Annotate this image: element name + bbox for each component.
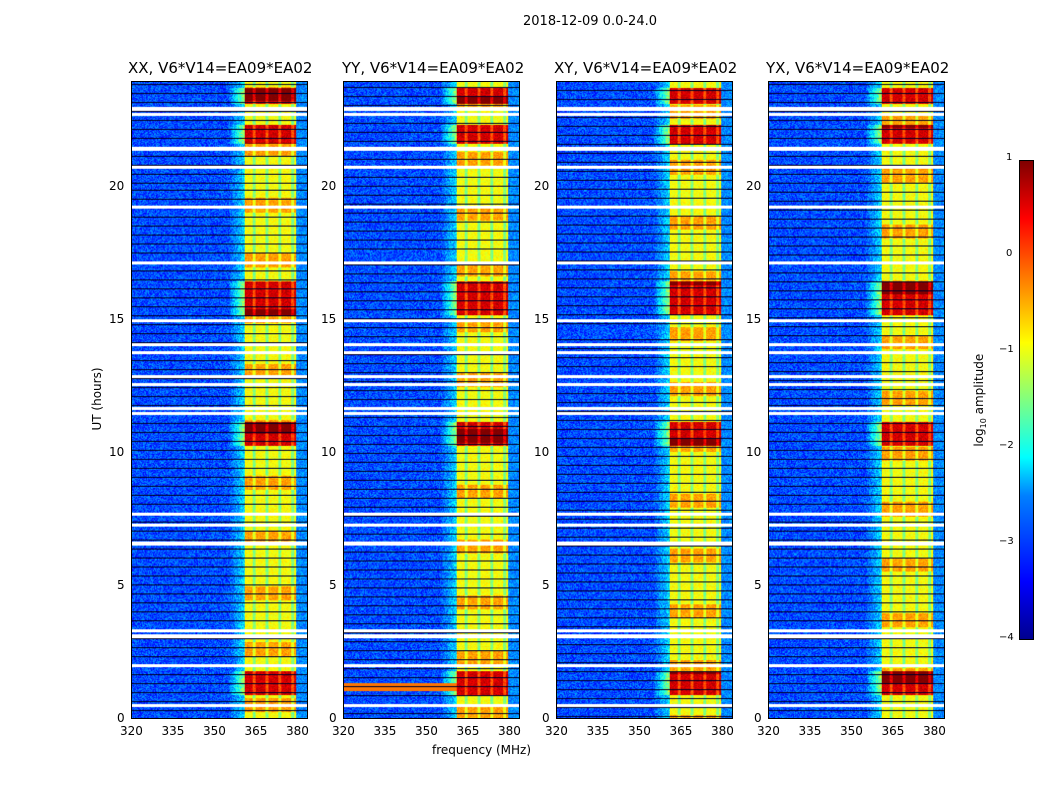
x-tick-label: 365 xyxy=(669,724,693,738)
colorbar-tick-label: 1 xyxy=(1006,152,1013,163)
x-tick-label: 365 xyxy=(244,724,268,738)
colorbar-tick-label: 0 xyxy=(1006,248,1013,259)
colorbar-tick-label: −2 xyxy=(999,440,1014,451)
x-tick-label: 320 xyxy=(545,724,568,738)
x-tick-label: 335 xyxy=(586,724,610,738)
x-tick-label: 350 xyxy=(839,724,863,738)
heatmap-canvas xyxy=(344,82,519,718)
panel-title-yx: YX, V6*V14=EA09*EA02 xyxy=(766,59,950,77)
y-tick-label: 0 xyxy=(329,711,337,725)
y-tick-label: 15 xyxy=(534,312,550,327)
x-tick-label: 365 xyxy=(456,724,480,738)
x-tick-label: 320 xyxy=(332,724,355,738)
y-tick-label: 15 xyxy=(321,312,337,327)
figure-title: 2018-12-09 0.0-24.0 xyxy=(523,14,657,29)
heatmap-xy xyxy=(556,81,733,719)
y-tick-label: 0 xyxy=(754,711,762,725)
x-tick-label: 365 xyxy=(881,724,905,738)
colorbar xyxy=(1019,160,1034,640)
heatmap-yy xyxy=(343,81,520,719)
heatmap-yx xyxy=(768,81,945,719)
x-tick-label: 335 xyxy=(373,724,397,738)
colorbar-label: log10 amplitude xyxy=(971,353,989,447)
x-tick-label: 335 xyxy=(798,724,822,738)
y-tick-label: 10 xyxy=(746,445,762,460)
heatmap-canvas xyxy=(769,82,944,718)
heatmap-xx xyxy=(131,81,308,719)
y-tick-label: 10 xyxy=(321,445,337,460)
y-tick-label: 5 xyxy=(329,578,337,593)
x-tick-label: 320 xyxy=(120,724,143,738)
panel-title-xx: XX, V6*V14=EA09*EA02 xyxy=(128,59,313,77)
x-tick-label: 380 xyxy=(710,724,734,738)
y-axis-label: UT (hours) xyxy=(90,367,104,431)
colorbar-tick-label: −4 xyxy=(999,632,1014,643)
y-tick-label: 0 xyxy=(117,711,125,725)
heatmap-canvas xyxy=(132,82,307,718)
x-axis-label: frequency (MHz) xyxy=(432,743,532,757)
x-tick-label: 350 xyxy=(414,724,438,738)
panel-title-yy: YY, V6*V14=EA09*EA02 xyxy=(342,59,525,77)
y-tick-label: 5 xyxy=(754,578,762,593)
x-tick-label: 320 xyxy=(757,724,780,738)
y-tick-label: 15 xyxy=(746,312,762,327)
y-tick-label: 10 xyxy=(534,445,550,460)
y-tick-label: 0 xyxy=(542,711,550,725)
y-tick-label: 5 xyxy=(542,578,550,593)
y-tick-label: 10 xyxy=(109,445,125,460)
y-tick-label: 15 xyxy=(109,312,125,327)
y-tick-label: 5 xyxy=(117,578,125,593)
x-tick-label: 380 xyxy=(497,724,521,738)
x-tick-label: 335 xyxy=(161,724,185,738)
colorbar-tick-label: −1 xyxy=(999,344,1014,355)
x-tick-label: 350 xyxy=(627,724,651,738)
x-tick-label: 380 xyxy=(922,724,946,738)
x-tick-label: 380 xyxy=(285,724,309,738)
colorbar-tick-label: −3 xyxy=(999,536,1014,547)
y-tick-label: 20 xyxy=(109,179,125,194)
y-tick-label: 20 xyxy=(321,179,337,194)
y-tick-label: 20 xyxy=(534,179,550,194)
x-tick-label: 350 xyxy=(202,724,226,738)
heatmap-canvas xyxy=(557,82,732,718)
y-tick-label: 20 xyxy=(746,179,762,194)
panel-title-xy: XY, V6*V14=EA09*EA02 xyxy=(554,59,738,77)
